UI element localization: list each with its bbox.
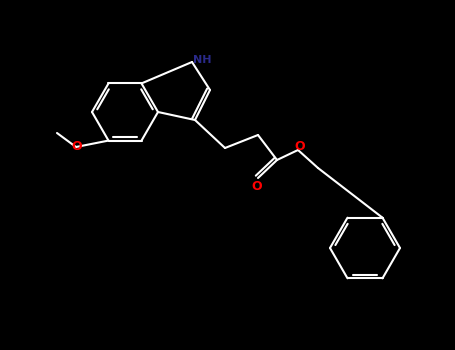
Text: NH: NH xyxy=(193,55,212,65)
Text: O: O xyxy=(252,180,263,193)
Text: O: O xyxy=(295,140,305,153)
Text: O: O xyxy=(72,140,82,154)
